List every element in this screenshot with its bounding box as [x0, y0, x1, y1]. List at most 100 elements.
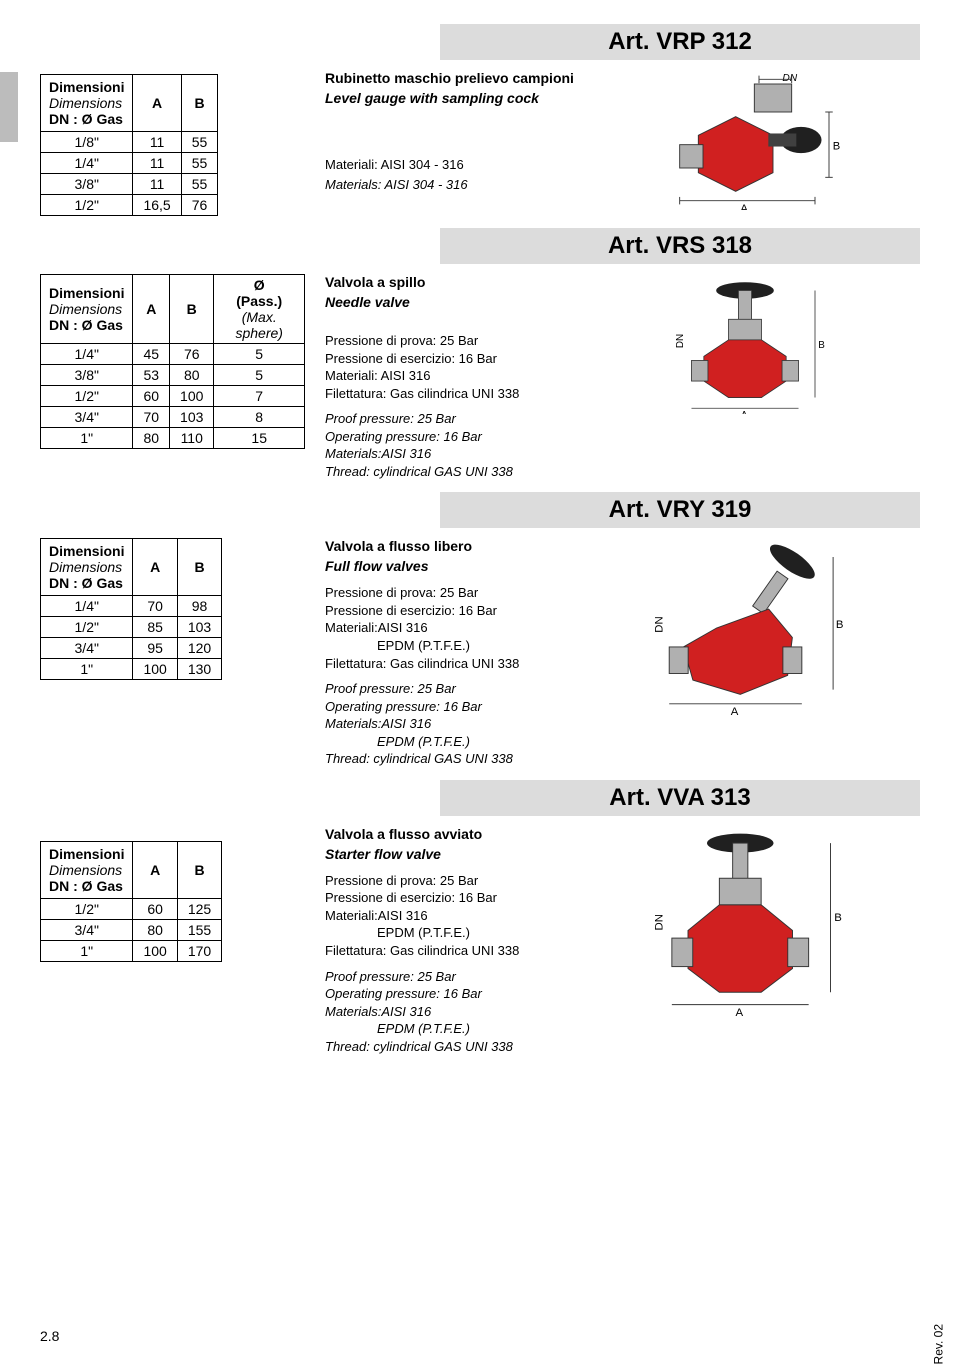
tbl-hdr-it: Dimensioni: [49, 285, 124, 301]
section-vva313: Dimensioni Dimensions DN : Ø Gas A B 1/2…: [40, 826, 920, 1055]
col-pass-l3: (Max. sphere): [235, 309, 282, 341]
dim-table-vva313: Dimensioni Dimensions DN : Ø Gas A B 1/2…: [40, 841, 222, 962]
table-cell: 5: [214, 344, 305, 365]
spec-en: Thread: cylindrical GAS UNI 338: [325, 463, 625, 481]
table-cell: 1/2": [41, 386, 133, 407]
table-cell: 125: [177, 898, 221, 919]
dn-label: DN: [782, 73, 797, 84]
table-cell: 103: [170, 407, 214, 428]
table-cell: 16,5: [133, 195, 181, 216]
table-cell: 120: [177, 638, 221, 659]
table-cell: 155: [177, 919, 221, 940]
table-cell: 3/8": [41, 365, 133, 386]
title-it: Rubinetto maschio prelievo campioni: [325, 70, 625, 86]
b-label: B: [833, 140, 840, 152]
table-cell: 15: [214, 428, 305, 449]
section-vrs318: Dimensioni Dimensions DN : Ø Gas A B Ø (…: [40, 274, 920, 480]
dn-label: DN: [654, 617, 666, 633]
spec-en: EPDM (P.T.F.E.): [325, 733, 625, 751]
table-cell: 55: [181, 153, 218, 174]
table-cell: 70: [133, 596, 177, 617]
tbl-hdr-it: Dimensioni: [49, 543, 124, 559]
tbl-hdr-dn: DN : Ø Gas: [49, 317, 123, 333]
spec-it: EPDM (P.T.F.E.): [325, 637, 625, 655]
spec-en: Materials:AISI 316: [325, 1003, 625, 1021]
spec-it: Materiali:AISI 316: [325, 907, 625, 925]
dim-table-vrs318: Dimensioni Dimensions DN : Ø Gas A B Ø (…: [40, 274, 305, 449]
table-cell: 5: [214, 365, 305, 386]
spec-it: Pressione di esercizio: 16 Bar: [325, 602, 625, 620]
dim-table-vry319: Dimensioni Dimensions DN : Ø Gas A B 1/4…: [40, 538, 222, 680]
b-label: B: [818, 340, 825, 351]
table-cell: 1": [41, 428, 133, 449]
table-cell: 11: [133, 132, 181, 153]
valve-figure-vva313: B DN A: [645, 826, 845, 1016]
table-cell: 76: [181, 195, 218, 216]
b-label: B: [836, 619, 844, 631]
page-number: 2.8: [40, 1328, 59, 1344]
table-cell: 100: [170, 386, 214, 407]
table-cell: 1/4": [41, 596, 133, 617]
spec-en: Materials:AISI 316: [325, 715, 625, 733]
spec-it: Filettatura: Gas cilindrica UNI 338: [325, 655, 625, 673]
section-vrp312: Dimensioni Dimensions DN : Ø Gas A B 1/8…: [40, 70, 920, 216]
table-cell: 3/8": [41, 174, 133, 195]
title-en: Full flow valves: [325, 558, 625, 574]
table-cell: 1/8": [41, 132, 133, 153]
spec-en: EPDM (P.T.F.E.): [325, 1020, 625, 1038]
spec-en: Operating pressure: 16 Bar: [325, 985, 625, 1003]
table-cell: 11: [133, 174, 181, 195]
title-it: Valvola a flusso libero: [325, 538, 625, 554]
col-b: B: [181, 75, 218, 132]
revision-label: Rev. 02: [931, 1324, 945, 1364]
dn-label: DN: [653, 914, 665, 930]
spec-en: Proof pressure: 25 Bar: [325, 968, 625, 986]
title-en: Starter flow valve: [325, 846, 625, 862]
table-cell: 98: [177, 596, 221, 617]
tbl-hdr-dn: DN : Ø Gas: [49, 878, 123, 894]
spec-it: Pressione di esercizio: 16 Bar: [325, 889, 625, 907]
spec-en: Operating pressure: 16 Bar: [325, 428, 625, 446]
dn-label: DN: [675, 334, 686, 348]
a-label: A: [731, 707, 739, 719]
art-header-vva313: Art. VVA 313: [440, 780, 920, 816]
a-label: A: [736, 1007, 744, 1016]
spec-it: Pressione di prova: 25 Bar: [325, 584, 625, 602]
table-cell: 100: [133, 659, 177, 680]
spec-en: Operating pressure: 16 Bar: [325, 698, 625, 716]
section-vry319: Dimensioni Dimensions DN : Ø Gas A B 1/4…: [40, 538, 920, 767]
table-cell: 3/4": [41, 407, 133, 428]
spec-it: Materiali: AISI 316: [325, 367, 625, 385]
title-it: Valvola a flusso avviato: [325, 826, 625, 842]
col-a: A: [133, 75, 181, 132]
spec-en: Proof pressure: 25 Bar: [325, 410, 625, 428]
b-label: B: [834, 912, 842, 924]
table-cell: 80: [170, 365, 214, 386]
table-cell: 55: [181, 174, 218, 195]
art-header-vry319: Art. VRY 319: [440, 492, 920, 528]
tbl-hdr-it: Dimensioni: [49, 79, 124, 95]
table-cell: 55: [181, 132, 218, 153]
a-label: A: [740, 203, 748, 210]
valve-figure-vrs318: B DN A: [645, 274, 845, 414]
table-cell: 95: [133, 638, 177, 659]
tbl-hdr-en: Dimensions: [49, 559, 122, 575]
table-cell: 3/4": [41, 919, 133, 940]
art-header-vrs318: Art. VRS 318: [440, 228, 920, 264]
title-it: Valvola a spillo: [325, 274, 625, 290]
spec-en: Proof pressure: 25 Bar: [325, 680, 625, 698]
spec-it: Filettatura: Gas cilindrica UNI 338: [325, 385, 625, 403]
col-a: A: [133, 841, 177, 898]
spec-it: EPDM (P.T.F.E.): [325, 924, 625, 942]
table-cell: 1": [41, 659, 133, 680]
table-cell: 1/2": [41, 617, 133, 638]
table-cell: 53: [133, 365, 170, 386]
col-a: A: [133, 275, 170, 344]
spec-it: Filettatura: Gas cilindrica UNI 338: [325, 942, 625, 960]
table-cell: 60: [133, 898, 177, 919]
tbl-hdr-en: Dimensions: [49, 862, 122, 878]
tbl-hdr-en: Dimensions: [49, 301, 122, 317]
table-cell: 85: [133, 617, 177, 638]
table-cell: 76: [170, 344, 214, 365]
table-cell: 80: [133, 919, 177, 940]
